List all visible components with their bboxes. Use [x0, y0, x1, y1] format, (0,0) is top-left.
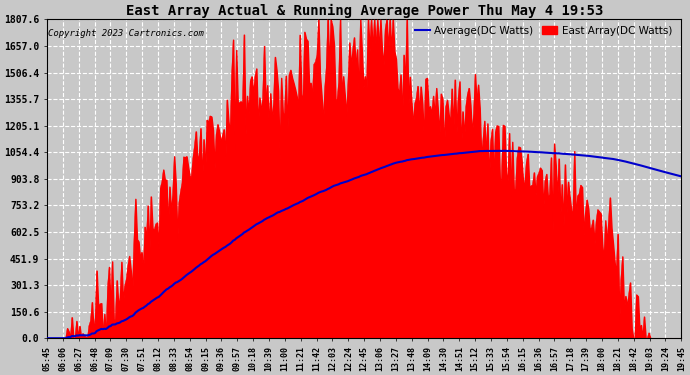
- Legend: Average(DC Watts), East Array(DC Watts): Average(DC Watts), East Array(DC Watts): [411, 21, 676, 40]
- Title: East Array Actual & Running Average Power Thu May 4 19:53: East Array Actual & Running Average Powe…: [126, 4, 603, 18]
- Text: Copyright 2023 Cartronics.com: Copyright 2023 Cartronics.com: [48, 29, 204, 38]
